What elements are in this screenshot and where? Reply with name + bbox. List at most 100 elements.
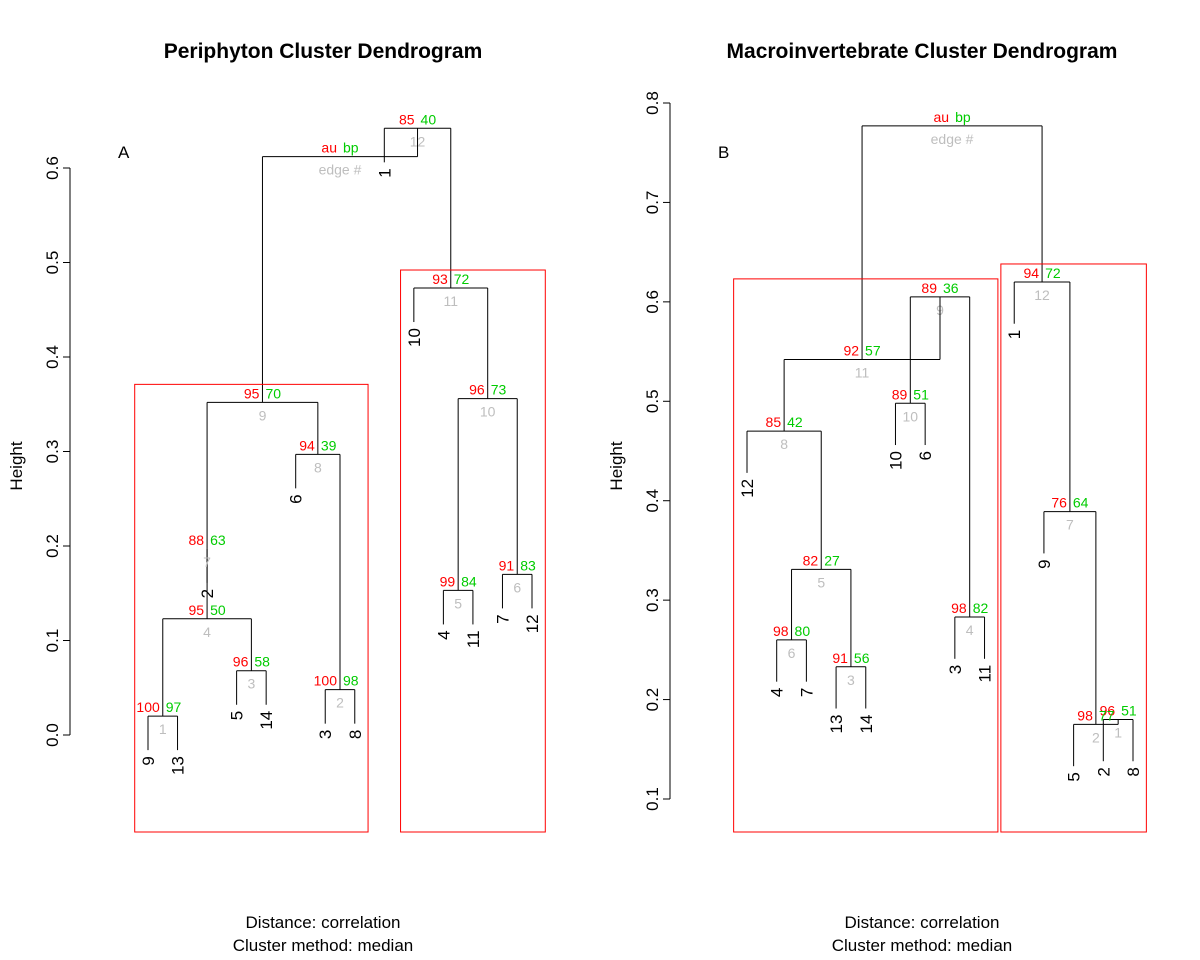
panel-a-bp-label: 73 [491, 382, 507, 398]
panel-b-bp-label: 64 [1073, 495, 1089, 511]
panel-b-leaf-label: 4 [768, 688, 787, 697]
panel-a-bp-label: 63 [210, 532, 226, 548]
panel-b-leaf-label: 6 [916, 451, 935, 460]
panel-b-cluster-box [733, 278, 999, 833]
panel-b-bp-label: 51 [1121, 702, 1137, 718]
panel-b-au-label: 94 [1023, 265, 1039, 281]
panel-b-edge-label: 5 [817, 574, 825, 590]
panel-a-au-label: au [321, 140, 337, 156]
panel-b-edge-label: 2 [1092, 729, 1100, 745]
panel-b-edge-label: 12 [1034, 287, 1050, 303]
panel-a-bp-label: 50 [210, 602, 226, 618]
panel-a-edge-label: 8 [314, 459, 322, 475]
panel-b-au-label: 85 [766, 414, 782, 430]
panel-b-distance-label: Distance: correlation [845, 913, 1000, 932]
panel-b-edge-label: 1 [1114, 724, 1122, 740]
panel-a-leaf-label: 14 [257, 711, 276, 730]
panel-b-bp-label: 27 [824, 552, 840, 568]
panel-b-leaf-label: 9 [1035, 559, 1054, 568]
panel-b-au-label: 76 [1051, 495, 1067, 511]
panel-a-edge-label: 1 [159, 721, 167, 737]
panel-b-au-label: 82 [803, 552, 819, 568]
panel-a-y-tick-label: 0.3 [43, 440, 62, 464]
panel-a-bp-label: 72 [454, 271, 470, 287]
panel-b-bp-label: 57 [865, 343, 881, 359]
panel-a-leaf-label: 10 [405, 328, 424, 347]
panel-b-leaf-label: 1 [1005, 330, 1024, 339]
panel-b-leaf-label: 3 [946, 665, 965, 674]
panel-a-au-label: 95 [188, 602, 204, 618]
panel-b-edge-label: 4 [966, 622, 974, 638]
panel-a-au-label: 96 [469, 382, 485, 398]
panel-a-au-label: 96 [233, 654, 249, 670]
panel-b-bp-label: 56 [854, 650, 870, 666]
panel-b-bp-label: 51 [913, 386, 929, 402]
panel-a-au-label: 93 [432, 271, 448, 287]
panel-a-leaf-label: 9 [139, 756, 158, 765]
panel-b-au-label: au [933, 109, 949, 125]
panel-b-leaf-label: 13 [827, 715, 846, 734]
panel-a-leaf-label: 11 [464, 630, 483, 648]
panel-b-y-tick-label: 0.6 [643, 290, 662, 314]
panel-a-leaf-label: 7 [493, 614, 512, 623]
panel-b-y-tick-label: 0.1 [643, 787, 662, 811]
panel-b-edge-label: 6 [788, 645, 796, 661]
panel-b-title: Macroinvertebrate Cluster Dendrogram [727, 40, 1118, 63]
panel-a-leaf-label: 5 [228, 711, 247, 720]
panel-b-y-tick-label: 0.7 [643, 191, 662, 215]
panel-b-bp-label: 80 [795, 623, 811, 639]
panel-b-leaf-label: 10 [886, 451, 905, 470]
panel-b-au-label: 89 [921, 280, 937, 296]
panel-a-y-tick-label: 0.1 [43, 629, 62, 653]
panel-a-au-label: 100 [136, 699, 160, 715]
panel-a-title: Periphyton Cluster Dendrogram [164, 40, 483, 63]
panel-a-y-axis: 0.0 0.1 0.2 0.3 0.4 0.5 0.6 [43, 156, 71, 747]
panel-b-leaf-label: 14 [857, 715, 876, 734]
panel-a-au-label: 94 [299, 437, 315, 453]
panel-b-edge-label: 10 [903, 408, 919, 424]
panel-b-leaf-label: 8 [1124, 767, 1143, 776]
panel-b-y-axis: 0.1 0.2 0.3 0.4 0.5 0.6 0.7 0.8 [643, 91, 671, 811]
panel-b-leaf-label: 12 [738, 479, 757, 498]
panel-a-distance-label: Distance: correlation [246, 913, 401, 932]
panel-a-edge-label: 3 [247, 676, 255, 692]
panel-b-au-label: 98 [951, 600, 967, 616]
panel-a-bp-label: 70 [265, 385, 281, 401]
panel-a-edge-label: edge # [319, 162, 362, 178]
panel-b-leaf-label: 2 [1094, 767, 1113, 776]
panel-b-leaf-label: 11 [976, 665, 995, 683]
panel-a-au-label: 100 [314, 673, 338, 689]
panel-a-bp-label: 40 [421, 111, 437, 127]
panel-a-leaf-label: 12 [523, 614, 542, 633]
panel-a-leaf-label: 13 [169, 756, 188, 775]
panel-b-y-axis-label: Height [607, 441, 626, 490]
panel-b-bp-label: 77 [1099, 707, 1115, 723]
panel-a-y-tick-label: 0.0 [43, 723, 62, 747]
panel-b-edge-label: edge # [931, 131, 974, 147]
panel-a-bp-label: 58 [254, 654, 270, 670]
panel-a-edge-label: 5 [454, 595, 462, 611]
panel-b-edge-label: 3 [847, 672, 855, 688]
panel-a-letter: A [118, 143, 130, 162]
panel-b-method-label: Cluster method: median [832, 936, 1012, 955]
panel-a-edge-label: 11 [443, 293, 458, 309]
panel-a-bp-label: 84 [461, 573, 477, 589]
panel-a-cluster-box [134, 383, 369, 833]
panel-a-leaf-label: 1 [375, 168, 394, 177]
panel-b-leaf-label: 7 [797, 688, 816, 697]
panel-b-y-tick-label: 0.8 [643, 91, 662, 115]
panel-b-bp-label: bp [955, 109, 971, 125]
panel-a-bp-label: bp [343, 140, 359, 156]
panel-b-bp-label: 36 [943, 280, 959, 296]
panel-a-au-label: 95 [244, 385, 260, 401]
panel-b-au-label: 92 [843, 343, 859, 359]
panel-b-edge-label: 8 [780, 436, 788, 452]
panel-a-edge-label: 10 [480, 404, 496, 420]
panel-a-bp-label: 98 [343, 673, 359, 689]
panel-b-au-label: 91 [832, 650, 848, 666]
panel-a-edge-label: 6 [513, 579, 521, 595]
panel-b-edge-label: 7 [1066, 517, 1074, 533]
panel-a-au-label: 91 [499, 557, 515, 573]
